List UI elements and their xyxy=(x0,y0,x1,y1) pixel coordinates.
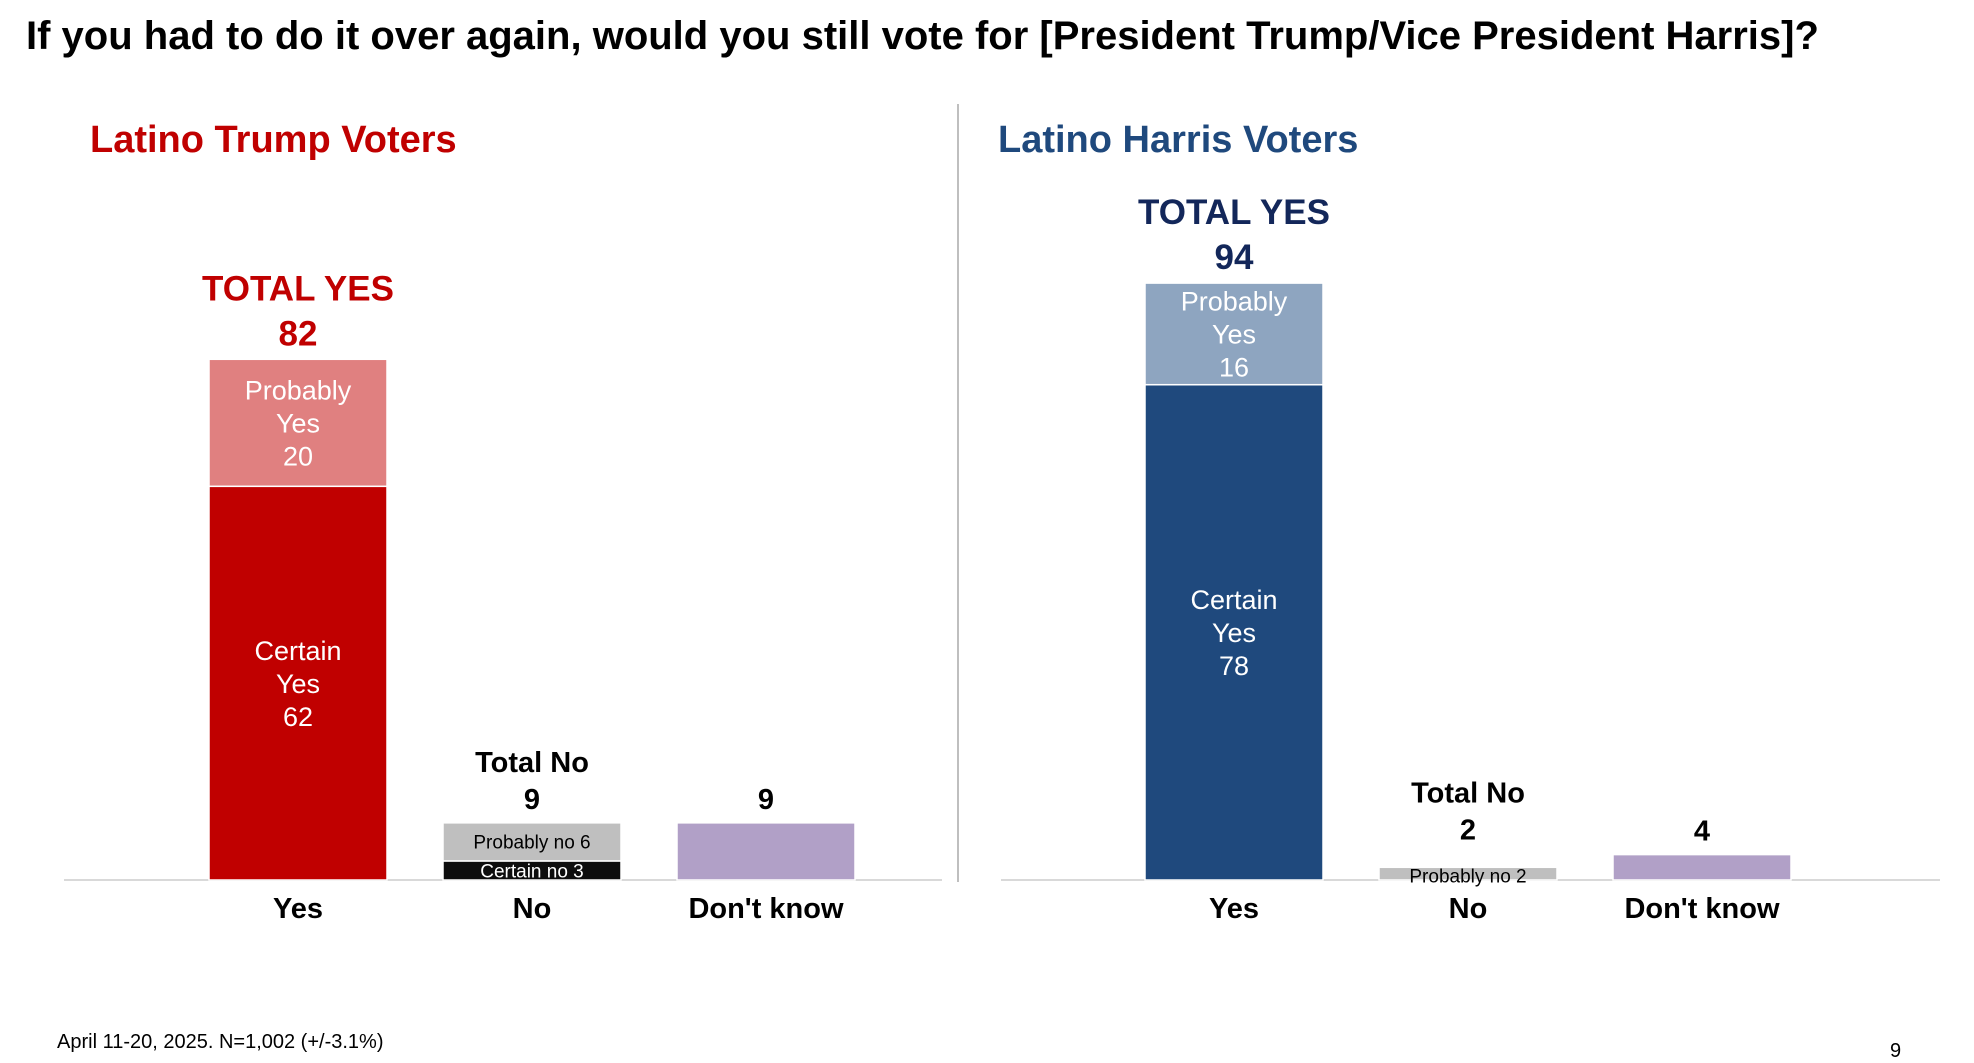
right-panel-title: Latino Harris Voters xyxy=(998,119,1358,161)
right-bar-probably-no xyxy=(1378,866,1558,881)
left-bar-probably-yes xyxy=(208,358,388,488)
left-certain-yes-label: Yes xyxy=(276,669,320,699)
right-category-label-yes: Yes xyxy=(1209,893,1259,925)
right-total-label-yes: 94 xyxy=(1215,238,1254,277)
left-total-label-don-t-know: 9 xyxy=(758,784,774,816)
right-bar-probably-yes xyxy=(1144,282,1324,386)
right-category-label-no: No xyxy=(1449,893,1488,925)
right-bar-don-t-know xyxy=(1612,853,1792,881)
left-probably-yes-label: Probably xyxy=(245,376,352,406)
right-probably-yes-label: 16 xyxy=(1219,353,1249,383)
right-probably-no-label: Probably no 2 xyxy=(1409,866,1526,887)
left-panel-title: Latino Trump Voters xyxy=(90,119,457,161)
left-probably-yes-label: 20 xyxy=(283,442,313,472)
right-total-label-no: 2 xyxy=(1460,814,1476,846)
page-number: 9 xyxy=(1890,1040,1902,1062)
left-total-label-yes: 82 xyxy=(279,314,318,353)
left-certain-yes-label: 62 xyxy=(283,702,313,732)
right-total-label-yes: TOTAL YES xyxy=(1138,193,1330,232)
left-probably-no-label: Probably no 6 xyxy=(473,833,590,854)
left-bar-certain-yes xyxy=(208,485,388,881)
left-total-label-no: 9 xyxy=(524,784,540,816)
left-category-label-no: No xyxy=(513,893,552,925)
right-probably-yes-label: Yes xyxy=(1212,320,1256,350)
right-certain-yes-label: 78 xyxy=(1219,651,1249,681)
right-bar-certain-yes xyxy=(1144,383,1324,881)
right-certain-yes-label: Certain xyxy=(1190,585,1277,615)
right-total-label-don-t-know: 4 xyxy=(1694,816,1710,848)
left-bar-probably-no xyxy=(442,822,622,862)
left-total-label-no: Total No xyxy=(475,747,589,779)
right-certain-yes-label: Yes xyxy=(1212,618,1256,648)
left-certain-yes-label: Certain xyxy=(254,636,341,666)
left-probably-yes-label: Yes xyxy=(276,409,320,439)
chart-title: If you had to do it over again, would yo… xyxy=(26,14,1819,58)
right-probably-yes-label: Probably xyxy=(1181,287,1288,317)
left-category-label-don-t-know: Don't know xyxy=(688,893,844,925)
left-certain-no-label: Certain no 3 xyxy=(480,861,584,882)
right-category-label-don-t-know: Don't know xyxy=(1624,893,1780,925)
right-total-label-no: Total No xyxy=(1411,777,1525,809)
left-bar-don-t-know xyxy=(676,822,856,881)
footer-note: April 11-20, 2025. N=1,002 (+/-3.1%) xyxy=(57,1031,384,1053)
left-total-label-yes: TOTAL YES xyxy=(202,269,394,308)
left-category-label-yes: Yes xyxy=(273,893,323,925)
